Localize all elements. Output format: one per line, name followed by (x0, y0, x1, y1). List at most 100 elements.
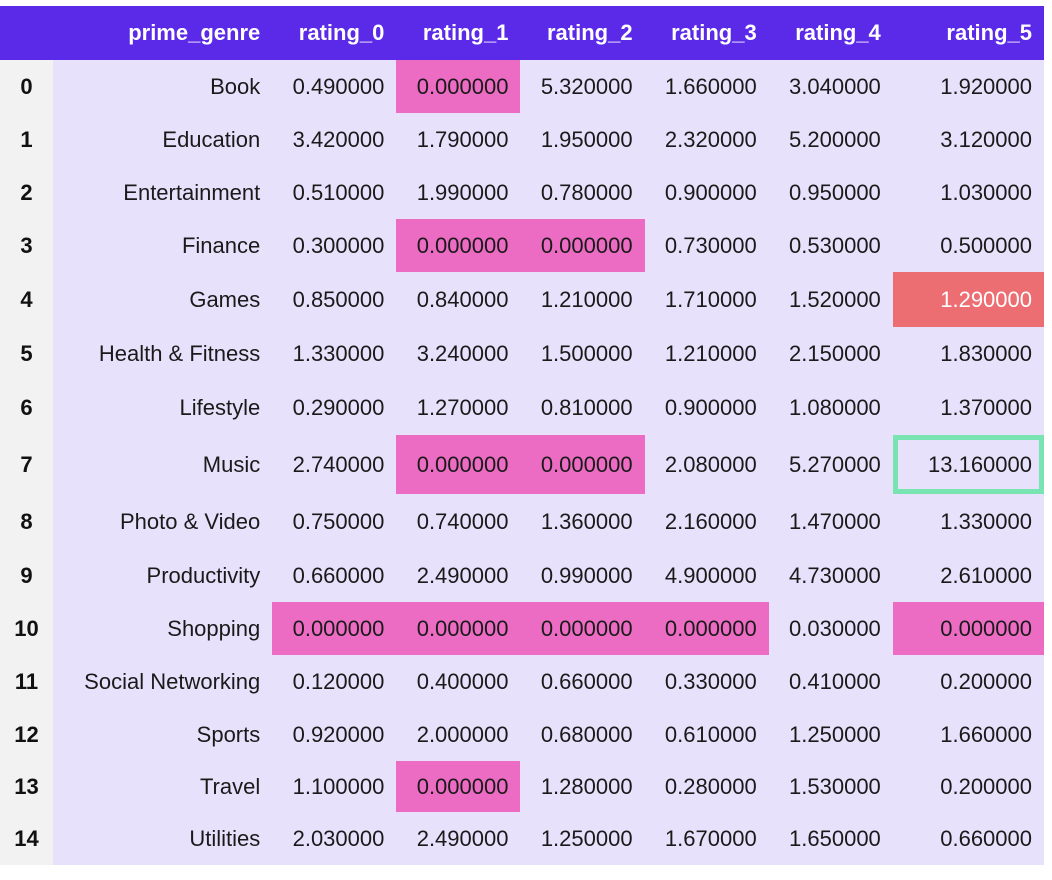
rating-cell-zero-highlight: 0.000000 (396, 60, 521, 113)
rating-cell-zero-highlight: 0.000000 (644, 602, 769, 655)
rating-cell: 0.840000 (396, 272, 521, 327)
genre-cell: Finance (53, 219, 273, 272)
rating-cell: 1.520000 (768, 272, 893, 327)
genre-cell: Sports (53, 708, 273, 761)
rating-cell: 1.830000 (892, 327, 1044, 380)
rating-cell: 4.730000 (768, 549, 893, 602)
table-body: 0 Book 0.490000 0.000000 5.320000 1.660000 3.0… (0, 60, 1044, 865)
rating-cell: 0.200000 (892, 761, 1044, 812)
rating-cell: 1.210000 (520, 272, 645, 327)
rating-cell: 0.300000 (272, 219, 397, 272)
rating-cell: 0.850000 (272, 272, 397, 327)
column-header-rating_4: rating_4 (795, 20, 881, 45)
rating-cell: 1.650000 (768, 812, 893, 865)
rating-cell: 1.670000 (644, 812, 769, 865)
rating-cell: 0.200000 (892, 655, 1044, 708)
rating-cell: 0.750000 (272, 494, 397, 549)
rating-cell: 5.200000 (768, 113, 893, 166)
table-row: 10 Shopping 0.000000 0.000000 0.000000 0.0000… (0, 602, 1044, 655)
genre-cell: Health & Fitness (53, 327, 273, 380)
rating-cell: 3.120000 (892, 113, 1044, 166)
table-row: 6 Lifestyle 0.290000 1.270000 0.810000 0.9000… (0, 380, 1044, 435)
rating-cell: 0.780000 (520, 166, 645, 219)
rating-cell: 1.250000 (768, 708, 893, 761)
genre-cell: Games (53, 272, 273, 327)
column-header-rating_1: rating_1 (422, 20, 509, 45)
rating-cell: 0.900000 (644, 380, 769, 435)
rating-cell: 2.150000 (768, 327, 893, 380)
rating-cell: 0.030000 (768, 602, 893, 655)
rating-cell: 1.080000 (768, 380, 893, 435)
row-index-cell: 3 (0, 219, 54, 272)
rating-cell-zero-highlight: 0.000000 (520, 435, 645, 494)
genre-cell: Music (53, 435, 273, 494)
genre-cell: Lifestyle (53, 380, 273, 435)
genre-cell: Photo & Video (53, 494, 273, 549)
rating-cell-max-highlight: 13.160000 (892, 435, 1044, 494)
rating-cell: 1.280000 (520, 761, 645, 812)
rating-cell: 1.790000 (396, 113, 521, 166)
rating-cell: 2.610000 (892, 549, 1044, 602)
table-row: 1 Education 3.420000 1.790000 1.950000 2.3200… (0, 113, 1044, 166)
rating-cell: 1.270000 (396, 380, 521, 435)
table-row: 7 Music 2.740000 0.000000 0.000000 2.080000 5.… (0, 435, 1044, 494)
table-row: 12 Sports 0.920000 2.000000 0.680000 0.610000… (0, 708, 1044, 761)
rating-cell: 1.530000 (768, 761, 893, 812)
table-row: 5 Health & Fitness 1.330000 3.240000 1.50000… (0, 327, 1044, 380)
rating-cell: 0.330000 (644, 655, 769, 708)
rating-cell: 0.120000 (272, 655, 397, 708)
row-index-cell: 2 (0, 166, 54, 219)
table-row: 8 Photo & Video 0.750000 0.740000 1.360000 2.… (0, 494, 1044, 549)
rating-cell: 1.330000 (892, 494, 1044, 549)
row-index-cell: 11 (0, 655, 54, 708)
rating-cell: 0.660000 (520, 655, 645, 708)
row-index-cell: 10 (0, 602, 54, 655)
row-index-cell: 8 (0, 494, 54, 549)
rating-cell: 1.330000 (272, 327, 397, 380)
table-row: 9 Productivity 0.660000 2.490000 0.990000 4.9… (0, 549, 1044, 602)
rating-cell: 0.900000 (644, 166, 769, 219)
rating-cell: 3.240000 (396, 327, 521, 380)
rating-cell: 1.370000 (892, 380, 1044, 435)
rating-cell: 0.500000 (892, 219, 1044, 272)
genre-cell: Book (53, 60, 273, 113)
rating-cell: 0.530000 (768, 219, 893, 272)
genre-cell: Entertainment (53, 166, 273, 219)
row-index-cell: 0 (0, 60, 54, 113)
rating-cell-zero-highlight: 0.000000 (520, 602, 645, 655)
row-index-cell: 1 (0, 113, 54, 166)
rating-cell-zero-highlight: 0.000000 (396, 219, 521, 272)
rating-cell: 3.040000 (768, 60, 893, 113)
row-index-cell: 9 (0, 549, 54, 602)
rating-cell: 1.990000 (396, 166, 521, 219)
genre-cell: Education (53, 113, 273, 166)
rating-cell: 1.710000 (644, 272, 769, 327)
rating-cell: 0.510000 (272, 166, 397, 219)
rating-cell: 0.990000 (520, 549, 645, 602)
rating-cell: 1.360000 (520, 494, 645, 549)
genre-cell: Utilities (53, 812, 273, 865)
styled-dataframe-table: prime_genre rating_0 rating_1 rating_2 ratin… (0, 6, 1044, 865)
row-index-cell: 4 (0, 272, 54, 327)
rating-cell: 2.080000 (644, 435, 769, 494)
rating-cell: 2.320000 (644, 113, 769, 166)
row-index-cell: 12 (0, 708, 54, 761)
rating-cell: 0.280000 (644, 761, 769, 812)
rating-cell: 0.810000 (520, 380, 645, 435)
genre-cell: Productivity (53, 549, 273, 602)
rating-cell-zero-highlight: 0.000000 (396, 761, 521, 812)
rating-cell: 0.610000 (644, 708, 769, 761)
rating-cell-min-highlight: 1.290000 (892, 272, 1044, 327)
rating-cell: 5.320000 (520, 60, 645, 113)
rating-cell: 1.470000 (768, 494, 893, 549)
table-row: 14 Utilities 2.030000 2.490000 1.250000 1.670… (0, 812, 1044, 865)
rating-cell: 2.030000 (272, 812, 397, 865)
rating-cell: 0.290000 (272, 380, 397, 435)
rating-cell: 0.680000 (520, 708, 645, 761)
rating-cell: 0.950000 (768, 166, 893, 219)
rating-cell-zero-highlight: 0.000000 (272, 602, 397, 655)
rating-cell: 1.210000 (644, 327, 769, 380)
rating-cell: 2.000000 (396, 708, 521, 761)
rating-cell-zero-highlight: 0.000000 (396, 435, 521, 494)
